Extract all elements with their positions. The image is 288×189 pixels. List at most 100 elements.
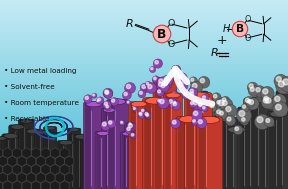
Circle shape — [223, 98, 226, 101]
Circle shape — [215, 108, 225, 118]
Circle shape — [216, 98, 231, 112]
Text: B: B — [236, 24, 244, 34]
FancyBboxPatch shape — [238, 107, 256, 189]
Circle shape — [212, 93, 221, 102]
Circle shape — [220, 98, 233, 111]
Ellipse shape — [156, 77, 174, 83]
Ellipse shape — [145, 97, 164, 104]
Circle shape — [223, 104, 237, 118]
Circle shape — [106, 105, 109, 108]
Circle shape — [145, 113, 152, 119]
Circle shape — [197, 101, 207, 111]
FancyBboxPatch shape — [2, 134, 20, 189]
Bar — [0, 49, 288, 50]
Bar — [0, 48, 288, 49]
Bar — [0, 126, 288, 127]
Bar — [0, 163, 288, 164]
Circle shape — [198, 103, 202, 106]
Bar — [0, 18, 288, 19]
Ellipse shape — [75, 134, 90, 139]
Bar — [0, 149, 288, 150]
Circle shape — [250, 87, 254, 91]
FancyBboxPatch shape — [18, 119, 34, 189]
Bar — [0, 63, 288, 64]
Ellipse shape — [189, 91, 206, 97]
Bar — [0, 173, 288, 174]
Bar — [0, 77, 288, 78]
Ellipse shape — [97, 131, 109, 136]
Bar — [0, 106, 288, 107]
Bar — [0, 1, 288, 2]
Circle shape — [194, 101, 198, 105]
Circle shape — [133, 108, 135, 110]
Bar — [0, 15, 288, 16]
Bar — [0, 132, 288, 133]
Circle shape — [197, 102, 205, 110]
Bar — [0, 175, 288, 176]
Bar — [0, 99, 288, 100]
Circle shape — [124, 83, 136, 94]
Circle shape — [139, 113, 142, 115]
Circle shape — [202, 106, 205, 109]
FancyBboxPatch shape — [129, 102, 149, 189]
Circle shape — [261, 96, 274, 109]
Circle shape — [235, 127, 238, 131]
Bar — [0, 7, 288, 8]
Circle shape — [158, 97, 169, 109]
Circle shape — [157, 81, 167, 91]
Bar — [0, 4, 288, 5]
Bar — [0, 138, 288, 139]
Circle shape — [176, 73, 187, 84]
Circle shape — [146, 114, 149, 116]
Bar — [0, 76, 288, 77]
FancyBboxPatch shape — [82, 140, 86, 189]
Circle shape — [140, 108, 147, 115]
Bar — [0, 70, 288, 71]
FancyBboxPatch shape — [245, 100, 250, 189]
Text: H: H — [222, 24, 230, 34]
FancyBboxPatch shape — [134, 115, 149, 189]
Bar — [0, 168, 288, 169]
Circle shape — [173, 67, 177, 70]
Bar — [0, 140, 288, 141]
Bar — [0, 81, 288, 82]
Bar — [0, 57, 288, 58]
Bar — [0, 146, 288, 147]
Bar — [0, 38, 288, 39]
Bar — [0, 51, 288, 52]
Bar — [0, 66, 288, 67]
Circle shape — [153, 59, 162, 68]
Bar — [0, 61, 288, 62]
FancyBboxPatch shape — [124, 123, 141, 189]
Bar — [0, 131, 288, 132]
FancyBboxPatch shape — [186, 95, 194, 189]
FancyBboxPatch shape — [101, 108, 117, 189]
Circle shape — [138, 90, 146, 98]
Bar — [0, 80, 288, 81]
Bar — [0, 25, 288, 26]
Circle shape — [182, 91, 190, 99]
Bar — [0, 130, 288, 131]
Bar — [0, 119, 288, 120]
Bar — [0, 147, 288, 148]
Circle shape — [190, 77, 198, 85]
Circle shape — [246, 98, 255, 107]
Circle shape — [274, 74, 287, 88]
Circle shape — [92, 93, 97, 98]
Bar — [0, 145, 288, 146]
Bar — [0, 43, 288, 44]
FancyBboxPatch shape — [109, 101, 114, 189]
FancyBboxPatch shape — [159, 102, 180, 189]
Circle shape — [204, 107, 207, 110]
FancyBboxPatch shape — [165, 94, 170, 189]
FancyBboxPatch shape — [199, 119, 206, 189]
Bar — [0, 154, 288, 155]
FancyBboxPatch shape — [202, 110, 224, 189]
Circle shape — [264, 98, 268, 103]
Circle shape — [105, 91, 109, 94]
Bar — [0, 117, 288, 118]
Bar — [0, 174, 288, 175]
Circle shape — [110, 98, 118, 106]
FancyBboxPatch shape — [144, 100, 151, 189]
FancyBboxPatch shape — [81, 139, 98, 189]
